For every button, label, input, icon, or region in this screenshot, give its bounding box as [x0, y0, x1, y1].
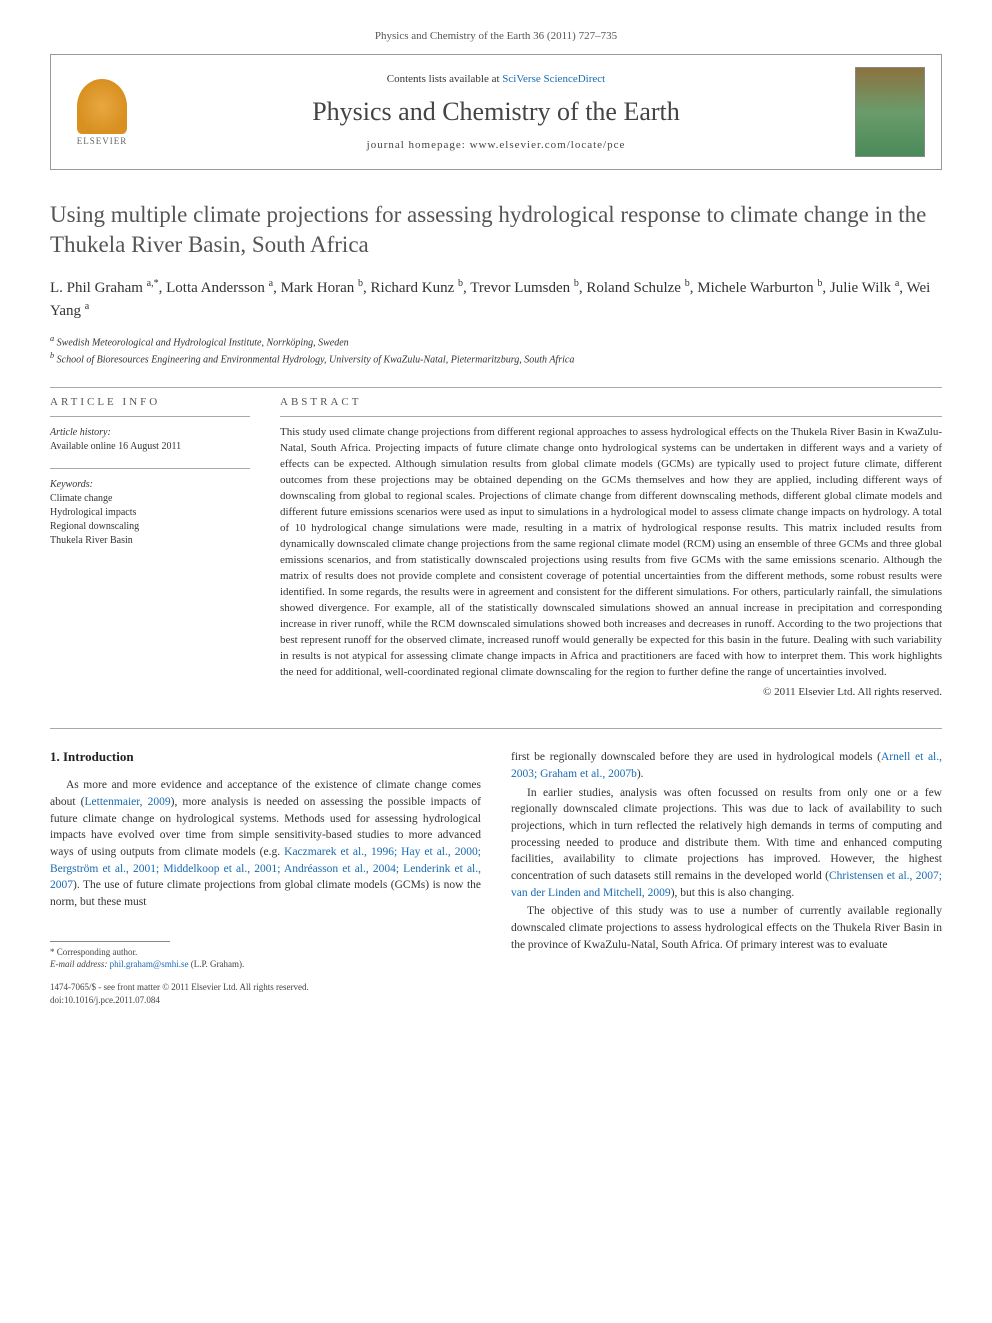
keyword-item: Climate change: [50, 492, 250, 506]
email-suffix: (L.P. Graham).: [188, 959, 244, 969]
affiliation-a: a Swedish Meteorological and Hydrologica…: [50, 333, 942, 350]
header-citation: Physics and Chemistry of the Earth 36 (2…: [50, 30, 942, 42]
article-info-column: ARTICLE INFO Article history: Available …: [50, 396, 250, 698]
keywords-label: Keywords:: [50, 479, 250, 490]
footnote-divider: [50, 941, 170, 942]
header-center: Contents lists available at SciVerse Sci…: [153, 73, 839, 151]
citation-link[interactable]: Lettenmaier, 2009: [85, 796, 171, 808]
elsevier-logo: ELSEVIER: [67, 72, 137, 152]
journal-homepage-line: journal homepage: www.elsevier.com/locat…: [153, 139, 839, 151]
sciencedirect-link[interactable]: SciVerse ScienceDirect: [502, 73, 605, 85]
elsevier-tree-icon: [77, 79, 127, 134]
journal-cover-thumbnail: [855, 67, 925, 157]
section-heading-intro: 1. Introduction: [50, 749, 481, 765]
email-link[interactable]: phil.graham@smhi.se: [110, 959, 189, 969]
footnote-section: * Corresponding author. E-mail address: …: [50, 941, 481, 1006]
text-span: The objective of this study was to use a…: [511, 905, 942, 950]
abstract-header: ABSTRACT: [280, 396, 942, 408]
text-span: ). The use of future climate projections…: [50, 879, 481, 908]
text-span: ), but this is also changing.: [671, 887, 795, 899]
journal-name: Physics and Chemistry of the Earth: [153, 97, 839, 127]
text-span: In earlier studies, analysis was often f…: [511, 787, 942, 882]
abstract-copyright: © 2011 Elsevier Ltd. All rights reserved…: [280, 686, 942, 698]
email-label: E-mail address:: [50, 959, 110, 969]
contents-available-line: Contents lists available at SciVerse Sci…: [153, 73, 839, 85]
info-abstract-row: ARTICLE INFO Article history: Available …: [50, 396, 942, 698]
body-column-left: 1. Introduction As more and more evidenc…: [50, 749, 481, 1006]
article-history-label: Article history:: [50, 427, 250, 438]
article-title: Using multiple climate projections for a…: [50, 200, 942, 260]
author-list: L. Phil Graham a,*, Lotta Andersson a, M…: [50, 276, 942, 323]
body-column-right: first be regionally downscaled before th…: [511, 749, 942, 1006]
article-history-text: Available online 16 August 2011: [50, 440, 250, 454]
article-info-header: ARTICLE INFO: [50, 396, 250, 408]
journal-header-box: ELSEVIER Contents lists available at Sci…: [50, 54, 942, 170]
abstract-column: ABSTRACT This study used climate change …: [280, 396, 942, 698]
keyword-item: Thukela River Basin: [50, 534, 250, 548]
abstract-text: This study used climate change projectio…: [280, 425, 942, 680]
homepage-prefix: journal homepage:: [367, 139, 470, 151]
publisher-label: ELSEVIER: [77, 136, 128, 146]
intro-text-col1: As more and more evidence and acceptance…: [50, 777, 481, 910]
text-span: ).: [637, 768, 644, 780]
corresponding-author-note: * Corresponding author.: [50, 946, 481, 959]
divider: [50, 728, 942, 729]
affiliation-a-text: Swedish Meteorological and Hydrological …: [57, 337, 349, 348]
divider: [280, 416, 942, 417]
issn-line: 1474-7065/$ - see front matter © 2011 El…: [50, 981, 481, 994]
affiliation-b: b School of Bioresources Engineering and…: [50, 350, 942, 367]
homepage-url: www.elsevier.com/locate/pce: [470, 139, 626, 151]
affiliations: a Swedish Meteorological and Hydrologica…: [50, 333, 942, 368]
affiliation-b-text: School of Bioresources Engineering and E…: [57, 354, 575, 365]
divider: [50, 468, 250, 469]
body-columns: 1. Introduction As more and more evidenc…: [50, 749, 942, 1006]
email-line: E-mail address: phil.graham@smhi.se (L.P…: [50, 958, 481, 971]
doi-line: doi:10.1016/j.pce.2011.07.084: [50, 994, 481, 1007]
keyword-item: Hydrological impacts: [50, 506, 250, 520]
divider: [50, 387, 942, 388]
intro-text-col2: first be regionally downscaled before th…: [511, 749, 942, 953]
divider: [50, 416, 250, 417]
keyword-item: Regional downscaling: [50, 520, 250, 534]
contents-prefix: Contents lists available at: [387, 73, 502, 85]
text-span: first be regionally downscaled before th…: [511, 751, 881, 763]
